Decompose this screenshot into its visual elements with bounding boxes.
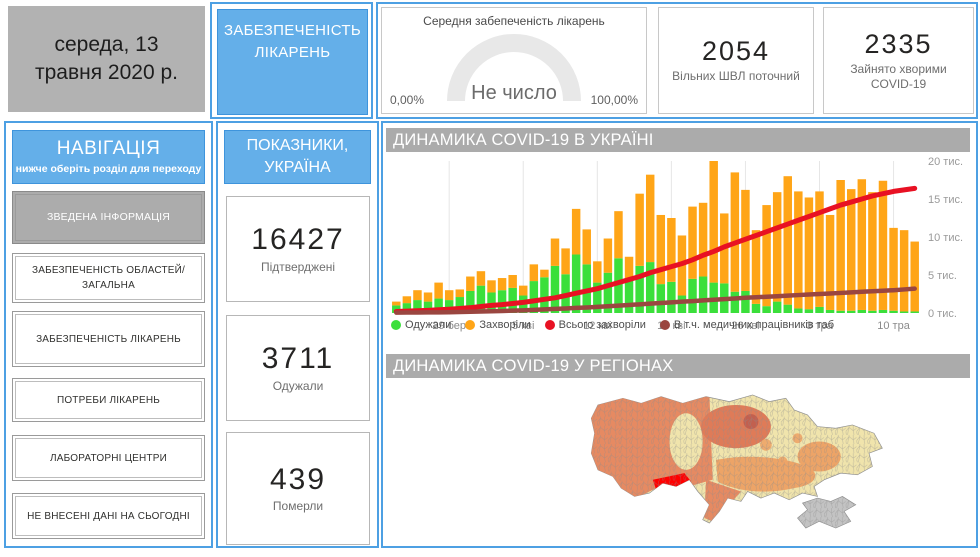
top-strip: Середня забепеченість лікарень Не число … — [376, 2, 978, 119]
map-crimea-texture — [797, 496, 856, 529]
legend-item-sick[interactable]: Захворіли — [465, 319, 531, 331]
nav-item-summary-info[interactable]: ЗВЕДЕНА ІНФОРМАЦІЯ — [12, 191, 205, 244]
map-section-title: ДИНАМИКА COVID-19 У РЕГІОНАХ — [386, 354, 970, 378]
kpi-label: Померли — [272, 499, 324, 514]
sidebar-navigation: НАВІГАЦІЯ нижче оберіть розділ для перех… — [4, 121, 213, 548]
nav-header: НАВІГАЦІЯ нижче оберіть розділ для перех… — [12, 130, 205, 184]
legend-item-medics[interactable]: В т.ч. медичних працівників таб — [659, 319, 835, 331]
map-region-shading — [591, 394, 883, 524]
svg-text:15 тис.: 15 тис. — [928, 194, 963, 206]
kpi-value: 439 — [269, 462, 327, 496]
nav-item-missing-data[interactable]: НЕ ВНЕСЕНІ ДАНІ НА СЬОГОДНІ — [12, 493, 205, 539]
svg-text:20 тис.: 20 тис. — [928, 156, 963, 168]
kpi-card-deaths[interactable]: 439 Померли — [226, 432, 370, 545]
gauge-card[interactable]: Середня забепеченість лікарень Не число … — [381, 7, 647, 114]
legend-label: В т.ч. медичних працівників таб — [673, 319, 835, 331]
section-button-hospital-capacity[interactable]: ЗАБЕЗПЕЧЕНІСТЬ ЛІКАРЕНЬ — [217, 9, 368, 115]
stat-label: Зайнято хворими COVID-19 — [850, 62, 947, 91]
kpi-label: Одужали — [272, 378, 324, 393]
nav-item-oblast-capacity[interactable]: ЗАБЕЗПЕЧЕНІСТЬ ОБЛАСТЕЙ/ ЗАГАЛЬНА — [12, 253, 205, 303]
stat-value: 2335 — [864, 28, 933, 59]
legend-label: Одужали — [405, 319, 452, 331]
stat-card-free-ventilators[interactable]: 2054 Вільних ШВЛ поточний — [658, 7, 814, 114]
nav-item-hospital-needs[interactable]: ПОТРЕБИ ЛІКАРЕНЬ — [12, 378, 205, 422]
svg-text:5 тис.: 5 тис. — [928, 270, 957, 282]
indicators-column: ПОКАЗНИКИ, УКРАЇНА 16427 Підтверджені 37… — [216, 121, 379, 548]
chart-legend: Одужали Захворіли Всього захворіли В т.ч… — [391, 319, 834, 331]
gauge-value: Не число — [471, 82, 557, 104]
svg-text:0 тис.: 0 тис. — [928, 308, 957, 320]
covid-dynamics-chart[interactable]: 0 тис. 5 тис. 10 тис. 15 тис. 20 тис. 29 бер 5… — [385, 153, 974, 339]
chart-section-title: ДИНАМИКА COVID-19 В УКРАЇНІ — [386, 128, 970, 152]
legend-dot-maroon — [659, 320, 670, 330]
kpi-card-confirmed[interactable]: 16427 Підтверджені — [226, 196, 370, 302]
regions-choropleth-map[interactable] — [511, 380, 941, 543]
gauge-arc — [447, 34, 581, 101]
svg-text:12 кві: 12 кві — [583, 320, 611, 332]
legend-item-total-sick[interactable]: Всього захворіли — [544, 319, 646, 331]
stat-card-occupied-covid[interactable]: 2335 Зайнято хворими COVID-19 — [823, 7, 974, 114]
gauge-max-label: 100,00% — [590, 93, 638, 107]
legend-dot-green — [391, 320, 401, 330]
svg-text:29 бер: 29 бер — [432, 320, 466, 332]
legend-label: Захворіли — [479, 319, 531, 331]
legend-dot-orange — [465, 320, 476, 330]
legend-dot-red — [544, 320, 555, 330]
svg-text:10 тис.: 10 тис. — [928, 232, 963, 244]
svg-text:5 кві: 5 кві — [512, 320, 534, 332]
stat-value: 2054 — [701, 36, 771, 67]
kpi-card-recovered[interactable]: 3711 Одужали — [226, 315, 370, 421]
nav-subtitle: нижче оберіть розділ для переходу — [15, 163, 202, 175]
svg-text:26 кві: 26 кві — [731, 320, 759, 332]
nav-item-lab-centers[interactable]: ЛАБОРАТОРНІ ЦЕНТРИ — [12, 435, 205, 481]
current-date: середа, 13 травня 2020 р. — [8, 6, 205, 112]
legend-item-recovered[interactable]: Одужали — [391, 319, 451, 331]
legend-label: Всього захворіли — [558, 319, 646, 331]
kpi-value: 16427 — [251, 223, 345, 257]
kpi-value: 3711 — [261, 342, 335, 376]
nav-item-hospital-capacity[interactable]: ЗАБЕЗПЕЧЕНІСТЬ ЛІКАРЕНЬ — [12, 311, 205, 367]
main-area: ДИНАМИКА COVID-19 В УКРАЇНІ 0 тис. 5 тис.… — [381, 121, 978, 548]
section-title-panel: ЗАБЕЗПЕЧЕНІСТЬ ЛІКАРЕНЬ — [210, 2, 373, 119]
svg-text:10 тра: 10 тра — [877, 320, 910, 332]
svg-text:3 тра: 3 тра — [806, 320, 833, 332]
chart-canvas[interactable]: 0 тис. 5 тис. 10 тис. 15 тис. 20 тис. 29 бер 5… — [385, 153, 974, 339]
gauge-title: Середня забепеченість лікарень — [423, 14, 605, 28]
nav-title: НАВІГАЦІЯ — [56, 138, 161, 159]
kpi-label: Підтверджені — [260, 259, 336, 274]
indicators-header: ПОКАЗНИКИ, УКРАЇНА — [224, 130, 371, 184]
ukraine-map-svg — [590, 394, 883, 529]
stat-label: Вільних ШВЛ поточний — [672, 69, 800, 84]
gauge-min-label: 0,00% — [390, 93, 425, 107]
